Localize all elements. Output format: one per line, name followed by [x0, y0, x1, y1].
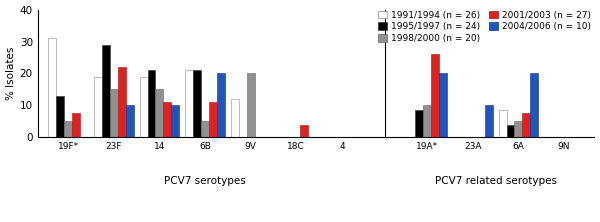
Bar — [423, 105, 431, 137]
Bar — [125, 105, 134, 137]
Bar — [217, 73, 225, 137]
Bar — [94, 77, 102, 137]
Bar — [530, 73, 538, 137]
Bar — [247, 73, 254, 137]
Text: PCV7 serotypes: PCV7 serotypes — [164, 176, 246, 186]
Bar — [523, 113, 530, 137]
Bar — [201, 121, 209, 137]
Y-axis label: % Isolates: % Isolates — [5, 47, 16, 100]
Bar — [49, 38, 56, 137]
Bar — [300, 125, 308, 137]
Bar — [231, 99, 239, 137]
Bar — [102, 45, 110, 137]
Bar — [64, 121, 72, 137]
Bar — [171, 105, 179, 137]
Legend: 1991/1994 (n = 26), 1995/1997 (n = 24), 1998/2000 (n = 20), 2001/2003 (n = 27), : 1991/1994 (n = 26), 1995/1997 (n = 24), … — [375, 7, 595, 47]
Bar — [163, 102, 171, 137]
Text: PCV7 related serotypes: PCV7 related serotypes — [434, 176, 557, 186]
Bar — [72, 113, 80, 137]
Bar — [514, 121, 523, 137]
Bar — [431, 54, 439, 137]
Bar — [209, 102, 217, 137]
Bar — [485, 105, 493, 137]
Bar — [148, 70, 155, 137]
Bar — [415, 110, 423, 137]
Bar — [499, 110, 506, 137]
Bar — [110, 89, 118, 137]
Bar — [155, 89, 163, 137]
Bar — [439, 73, 447, 137]
Bar — [118, 67, 125, 137]
Bar — [56, 96, 64, 137]
Bar — [140, 77, 148, 137]
Bar — [193, 70, 201, 137]
Bar — [506, 125, 514, 137]
Bar — [185, 70, 193, 137]
